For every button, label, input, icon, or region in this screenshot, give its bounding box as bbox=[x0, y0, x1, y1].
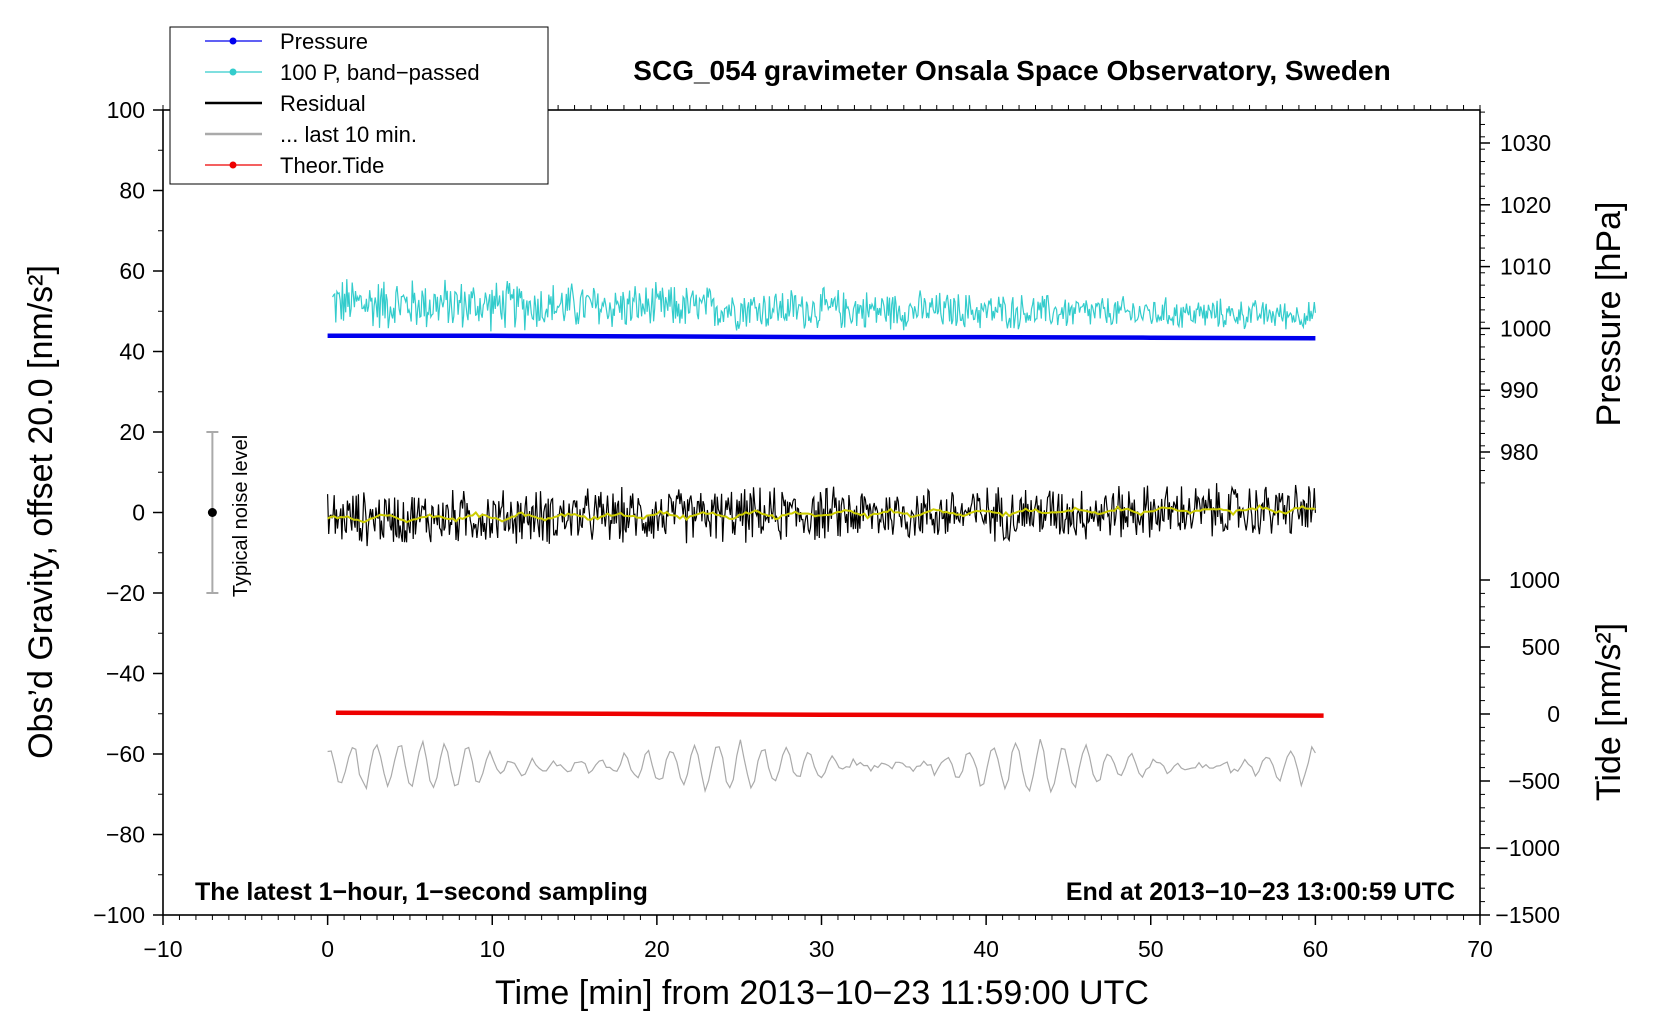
y-tick-label: −60 bbox=[106, 741, 145, 767]
y-tick-label: −40 bbox=[106, 661, 145, 687]
x-axis-label: Time [min] from 2013−10−23 11:59:00 UTC bbox=[495, 974, 1149, 1012]
series-residual bbox=[327, 483, 1316, 547]
y-tick-label: 20 bbox=[119, 419, 145, 445]
legend-items: Pressure 100 P, band−passed Residual ... la… bbox=[205, 29, 480, 178]
y-tick-label: −80 bbox=[106, 822, 145, 848]
series-residual-smoothed bbox=[327, 504, 1316, 524]
x-tick-label: −10 bbox=[143, 936, 182, 962]
legend-marker bbox=[229, 68, 237, 76]
pressure-tick-label: 1020 bbox=[1500, 192, 1551, 218]
x-tick-label: 70 bbox=[1467, 936, 1493, 962]
series-layer bbox=[327, 279, 1324, 794]
tick-labels: −10 0 10 20 30 40 50 60 70100806040200−20−40−60−… bbox=[93, 97, 1560, 962]
legend-label: 100 P, band−passed bbox=[280, 60, 480, 85]
y-tick-label: 0 bbox=[132, 500, 145, 526]
legend-box bbox=[169, 26, 549, 185]
ticks-layer bbox=[153, 105, 1490, 925]
y-tick-label: −20 bbox=[106, 580, 145, 606]
series--last-10-min- bbox=[327, 739, 1316, 794]
tide-axis-label: Tide [nm/s²] bbox=[1590, 623, 1628, 801]
series-theor-tide bbox=[335, 710, 1324, 718]
legend: Pressure 100 P, band−passed Residual ... la… bbox=[169, 26, 549, 185]
legend-marker bbox=[229, 161, 237, 169]
annotation-end-time: End at 2013−10−23 13:00:59 UTC bbox=[1066, 878, 1455, 906]
noise-bar-label: Typical noise level bbox=[230, 435, 252, 597]
legend-label: Theor.Tide bbox=[280, 153, 384, 178]
x-tick-label: 50 bbox=[1138, 936, 1164, 962]
noise-bar bbox=[206, 431, 219, 594]
x-tick-label: 10 bbox=[479, 936, 505, 962]
y-tick-label: 40 bbox=[119, 339, 145, 365]
chart-title: SCG_054 gravimeter Onsala Space Observat… bbox=[633, 55, 1390, 86]
tide-tick-label: −500 bbox=[1508, 768, 1560, 794]
x-tick-label: 30 bbox=[809, 936, 835, 962]
y-tick-label: −100 bbox=[93, 902, 145, 928]
tide-tick-label: 500 bbox=[1522, 634, 1560, 660]
annotation-sampling: The latest 1−hour, 1−second sampling bbox=[195, 878, 648, 906]
pressure-axis-label: Pressure [hPa] bbox=[1590, 202, 1628, 427]
x-tick-label: 40 bbox=[973, 936, 999, 962]
x-tick-label: 60 bbox=[1303, 936, 1329, 962]
legend-label: Pressure bbox=[280, 29, 368, 54]
tide-tick-label: 0 bbox=[1547, 701, 1560, 727]
plot-area bbox=[162, 109, 1481, 916]
y-tick-label: 80 bbox=[119, 178, 145, 204]
pressure-tick-label: 1030 bbox=[1500, 130, 1551, 156]
x-tick-label: 20 bbox=[644, 936, 670, 962]
series-100-p-band-passed bbox=[332, 279, 1316, 332]
pressure-tick-label: 980 bbox=[1500, 439, 1538, 465]
noise-bar-center-dot bbox=[207, 508, 217, 517]
legend-marker bbox=[229, 37, 237, 45]
tide-tick-label: −1500 bbox=[1495, 902, 1560, 928]
pressure-tick-label: 1000 bbox=[1500, 315, 1551, 341]
legend-label: ... last 10 min. bbox=[280, 122, 417, 147]
y-tick-label: 60 bbox=[119, 258, 145, 284]
y-tick-label: 100 bbox=[107, 97, 145, 123]
pressure-tick-label: 1010 bbox=[1500, 254, 1551, 280]
tide-tick-label: 1000 bbox=[1509, 567, 1560, 593]
y-axis-label: Obs’d Gravity, offset 20.0 [nm/s²] bbox=[22, 265, 60, 759]
tide-tick-label: −1000 bbox=[1495, 835, 1560, 861]
legend-label: Residual bbox=[280, 91, 366, 116]
series-pressure bbox=[327, 333, 1316, 341]
x-tick-label: 0 bbox=[321, 936, 334, 962]
pressure-tick-label: 990 bbox=[1500, 377, 1538, 403]
